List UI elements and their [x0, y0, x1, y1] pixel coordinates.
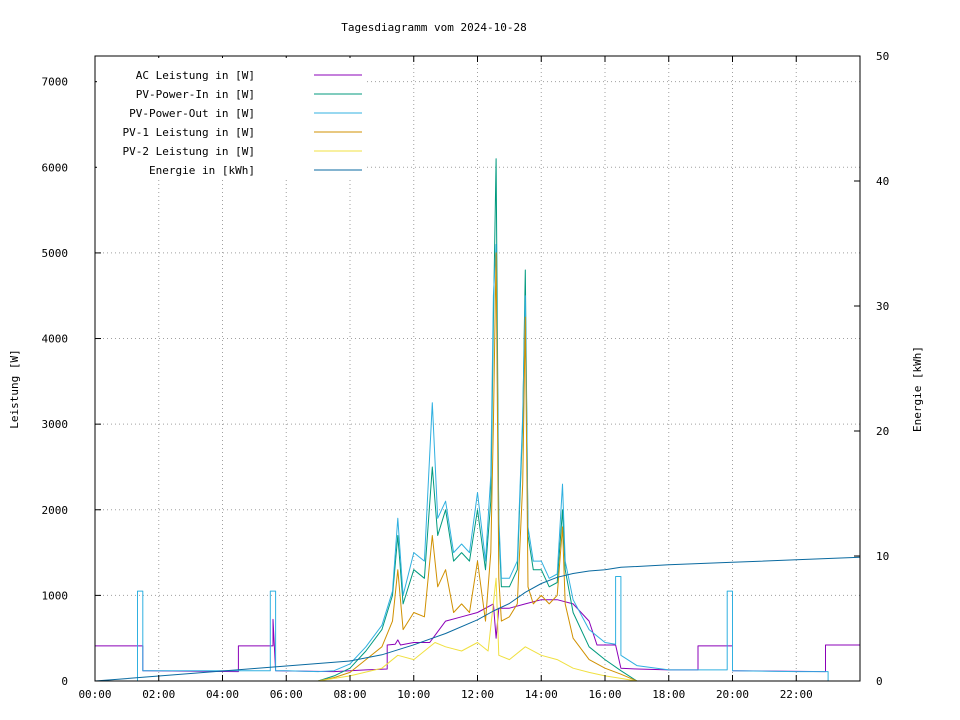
series-line-2: [95, 158, 860, 682]
y-tick-label: 3000: [42, 418, 69, 431]
y-tick-label: 2000: [42, 504, 69, 517]
y2-tick-label: 0: [876, 675, 883, 688]
legend-label: PV-1 Leistung in [W]: [123, 126, 255, 139]
chart-title: Tagesdiagramm vom 2024-10-28: [341, 21, 526, 34]
x-tick-label: 00:00: [78, 688, 111, 701]
x-tick-label: 06:00: [270, 688, 303, 701]
x-tick-label: 04:00: [206, 688, 239, 701]
y-tick-label: 7000: [42, 76, 69, 89]
y2-tick-label: 20: [876, 425, 889, 438]
legend-label: AC Leistung in [W]: [136, 69, 255, 82]
y-tick-label: 6000: [42, 161, 69, 174]
series-line-3: [95, 243, 860, 682]
y2-tick-label: 30: [876, 300, 889, 313]
x-tick-label: 08:00: [333, 688, 366, 701]
x-tick-label: 20:00: [716, 688, 749, 701]
legend-label: PV-Power-In in [W]: [136, 88, 255, 101]
y-tick-label: 5000: [42, 247, 69, 260]
legend-background: [97, 58, 365, 178]
x-tick-label: 10:00: [397, 688, 430, 701]
series-line-6: [94, 556, 861, 682]
legend-label: PV-2 Leistung in [W]: [123, 145, 255, 158]
x-tick-label: 12:00: [461, 688, 494, 701]
axis-ticks: 00:00 02:00 04:00 06:00 08:00 10:00 12:00 14:00…: [42, 50, 890, 701]
x-tick-label: 22:00: [780, 688, 813, 701]
y2-tick-label: 40: [876, 175, 889, 188]
series-lines: [94, 158, 861, 682]
y-tick-label: 0: [61, 675, 68, 688]
series-line-5: [95, 577, 860, 682]
legend: AC Leistung in [W] PV-Power-In in [W] PV-P…: [97, 58, 365, 178]
legend-label: Energie in [kWh]: [149, 164, 255, 177]
y2-axis-label: Energie [kWh]: [911, 346, 924, 432]
y2-tick-label: 50: [876, 50, 889, 63]
x-tick-label: 16:00: [588, 688, 621, 701]
y-axis-label: Leistung [W]: [8, 349, 21, 428]
x-tick-label: 18:00: [652, 688, 685, 701]
y-tick-label: 4000: [42, 333, 69, 346]
y2-tick-label: 10: [876, 550, 889, 563]
series-line-4: [95, 252, 860, 682]
legend-label: PV-Power-Out in [W]: [129, 107, 255, 120]
x-tick-label: 02:00: [142, 688, 175, 701]
y-tick-label: 1000: [42, 589, 69, 602]
x-tick-label: 14:00: [525, 688, 558, 701]
